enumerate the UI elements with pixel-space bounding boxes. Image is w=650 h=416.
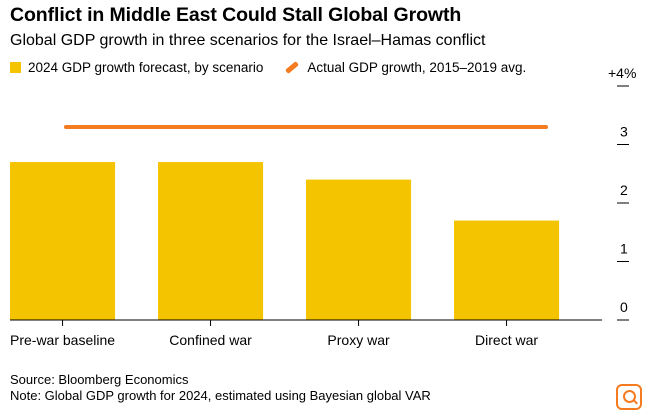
bar-2	[306, 179, 412, 320]
legend-bar-label: 2024 GDP growth forecast, by scenario	[28, 60, 264, 75]
x-tick-label-3: Direct war	[475, 332, 538, 348]
bar-3	[454, 220, 560, 320]
zoom-icon[interactable]	[616, 384, 642, 410]
x-tick-label-1: Confined war	[169, 332, 252, 348]
bar-0	[10, 162, 116, 320]
bar-1	[158, 162, 264, 320]
y-tick-label-0: 0	[620, 299, 628, 315]
legend-item-forecast: 2024 GDP growth forecast, by scenario	[10, 60, 263, 75]
chart-title: Conflict in Middle East Could Stall Glob…	[10, 4, 462, 26]
x-tick-label-0: Pre-war baseline	[10, 332, 115, 348]
legend-line-label: Actual GDP growth, 2015–2019 avg.	[307, 60, 527, 75]
source-note: Source: Bloomberg Economics	[10, 372, 189, 387]
x-tick-label-2: Proxy war	[327, 332, 390, 348]
chart-subtitle: Global GDP growth in three scenarios for…	[10, 32, 486, 49]
legend-item-actual: Actual GDP growth, 2015–2019 avg.	[285, 60, 526, 75]
legend-bar-swatch	[10, 62, 21, 73]
legend: 2024 GDP growth forecast, by scenario Ac…	[10, 60, 548, 75]
y-tick-label-4: +4%	[608, 65, 636, 81]
methodology-note: Note: Global GDP growth for 2024, estima…	[10, 388, 431, 403]
y-tick-label-3: 3	[620, 124, 628, 140]
y-tick-label-2: 2	[620, 182, 628, 198]
y-tick-label-1: 1	[620, 241, 628, 257]
